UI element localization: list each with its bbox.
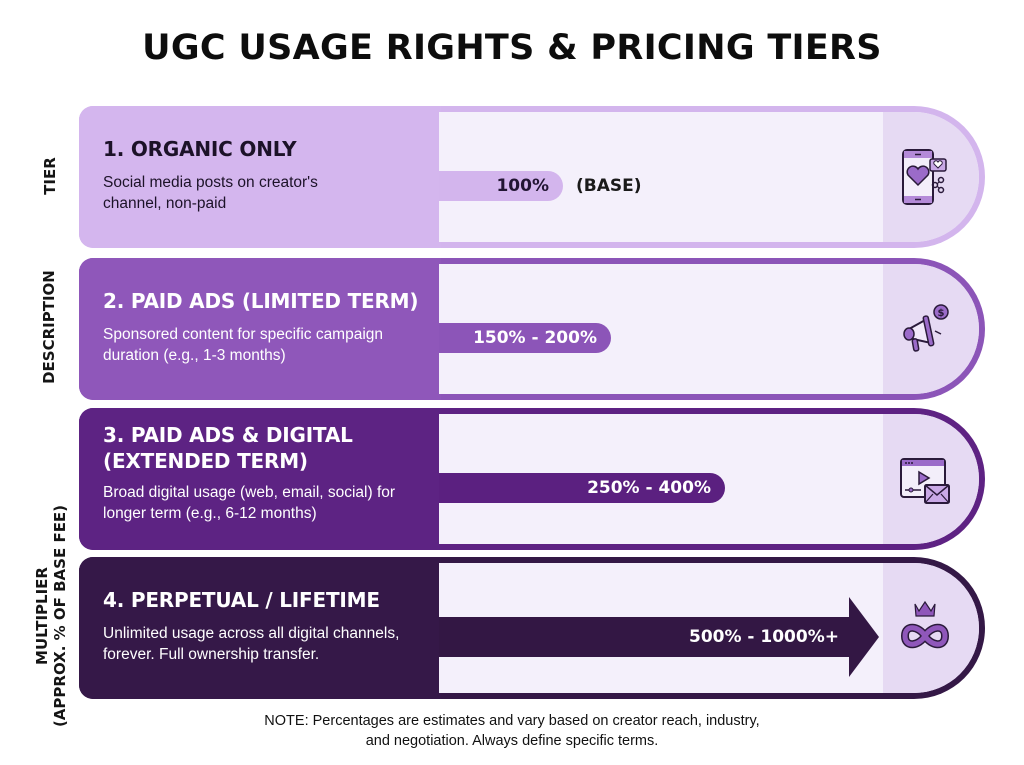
tier-info: 4. PERPETUAL / LIFETIME Unlimited usage … (79, 557, 441, 699)
tier-row-organic: 1. ORGANIC ONLY Social media posts on cr… (79, 106, 985, 248)
icon-zone: $ (883, 264, 979, 394)
tier-name-line2: (EXTENDED TERM) (103, 449, 308, 473)
multiplier-track: 150% - 200% $ (439, 264, 979, 394)
footnote: NOTE: Percentages are estimates and vary… (0, 711, 1024, 751)
tier-info: 2. PAID ADS (LIMITED TERM) Sponsored con… (79, 258, 441, 400)
tier-row-paid-limited: 2. PAID ADS (LIMITED TERM) Sponsored con… (79, 258, 985, 400)
tier-name-line1: 3. PAID ADS & DIGITAL (103, 423, 353, 447)
axis-label-tier: TIER (41, 157, 59, 195)
phone-heart-share-icon (902, 149, 947, 205)
footnote-line2: and negotiation. Always define specific … (365, 733, 659, 749)
multiplier-track: 250% - 400% (439, 414, 979, 544)
page-title: UGC USAGE RIGHTS & PRICING TIERS (142, 28, 882, 68)
tier-name: 4. PERPETUAL / LIFETIME (103, 588, 380, 612)
tier-name: 1. ORGANIC ONLY (103, 137, 297, 161)
tier-description: Social media posts on creator's channel,… (103, 174, 318, 212)
tier-row-paid-digital-extended: 3. PAID ADS & DIGITAL (EXTENDED TERM) Br… (79, 408, 985, 550)
tier-description: Sponsored content for specific campaign … (103, 326, 384, 364)
icon-zone (883, 112, 979, 242)
arrow-head-icon (849, 597, 879, 677)
tier-row-perpetual: 4. PERPETUAL / LIFETIME Unlimited usage … (79, 557, 985, 699)
video-window-envelope-icon (900, 458, 950, 504)
svg-text:$: $ (938, 308, 945, 319)
axis-label-multiplier-line2: (APPROX. % OF BASE FEE) (51, 504, 69, 728)
tier-info: 1. ORGANIC ONLY Social media posts on cr… (79, 106, 441, 248)
axis-label-multiplier-line1: MULTIPLIER (33, 567, 51, 665)
multiplier-bar: 100% (439, 171, 563, 201)
tier-name: 2. PAID ADS (LIMITED TERM) (103, 289, 419, 313)
multiplier-bar: 150% - 200% (439, 323, 611, 353)
tier-description: Broad digital usage (web, email, social)… (103, 484, 396, 522)
icon-zone (883, 563, 979, 693)
axis-label-description: DESCRIPTION (40, 270, 58, 384)
multiplier-track: 500% - 1000%+ (439, 563, 979, 693)
axis-label-multiplier: MULTIPLIER (APPROX. % OF BASE FEE) (33, 501, 69, 731)
crown-infinity-icon (900, 600, 950, 649)
multiplier-track: 100% (BASE) (439, 112, 979, 242)
footnote-line1: NOTE: Percentages are estimates and vary… (264, 713, 760, 729)
multiplier-arrow: 500% - 1000%+ (439, 617, 849, 657)
multiplier-bar: 250% - 400% (439, 473, 725, 503)
base-label: (BASE) (576, 176, 642, 196)
tier-info: 3. PAID ADS & DIGITAL (EXTENDED TERM) Br… (79, 408, 441, 550)
megaphone-dollar-icon: $ (903, 304, 949, 352)
tier-description: Unlimited usage across all digital chann… (103, 625, 400, 663)
icon-zone (883, 414, 979, 544)
